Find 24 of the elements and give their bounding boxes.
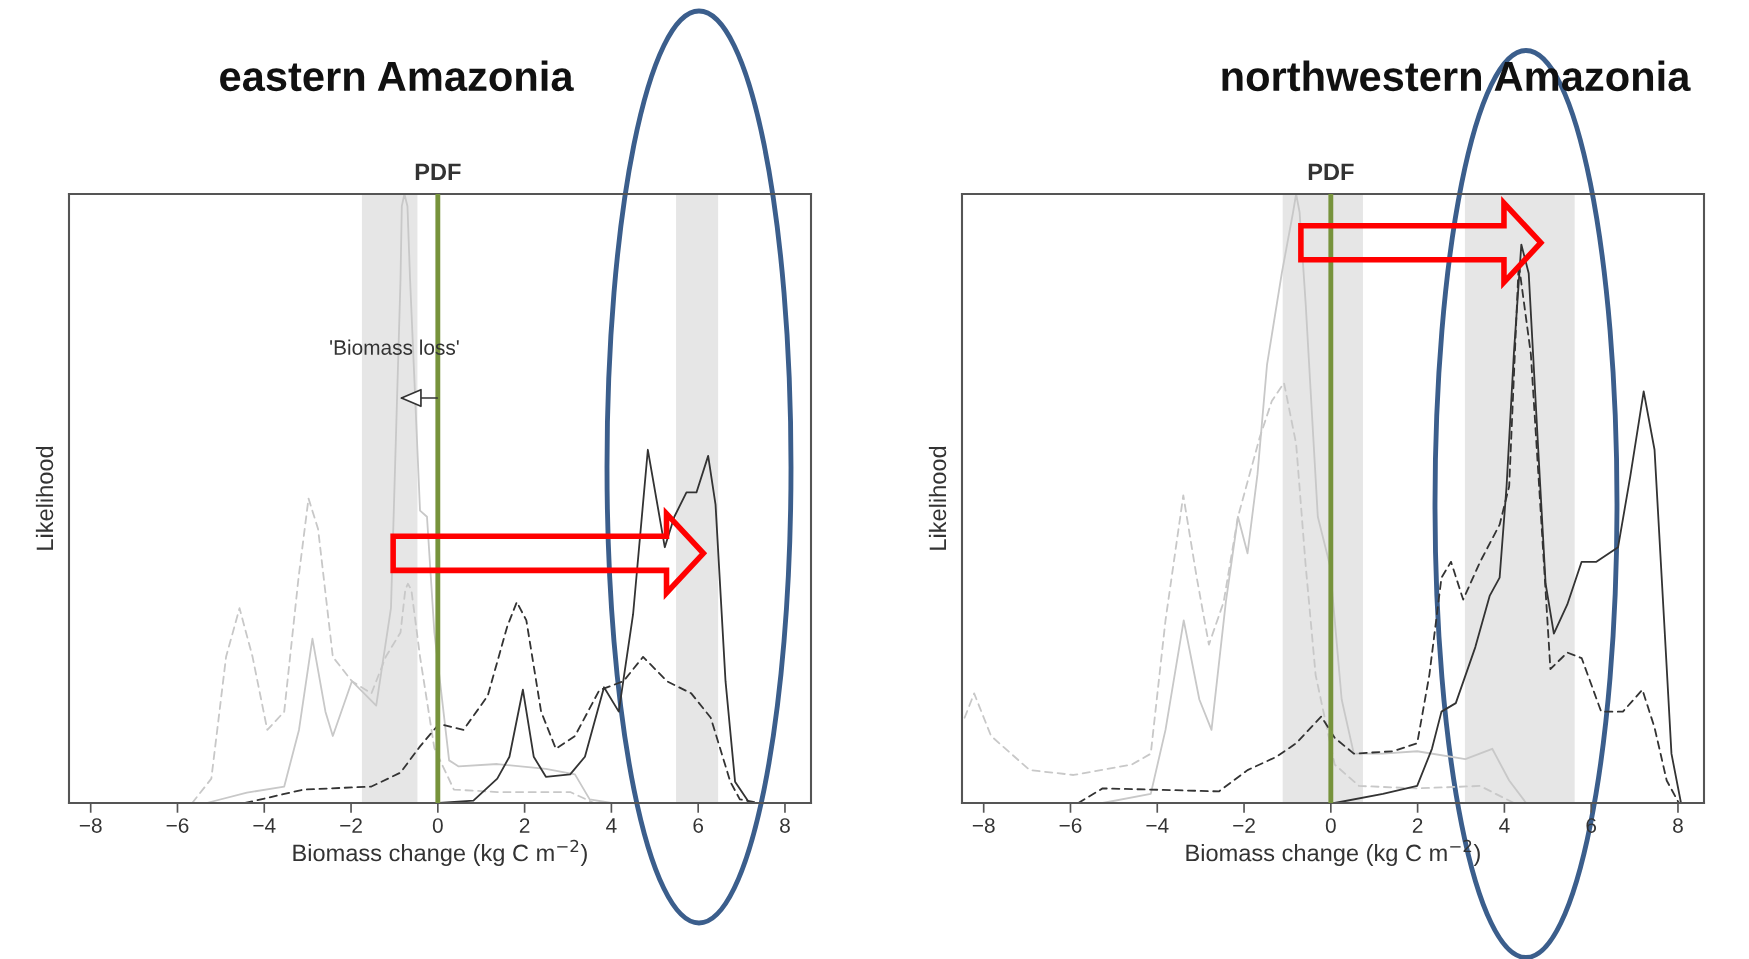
chart-subtitle: PDF: [415, 163, 461, 180]
x-tick-label: 4: [1499, 818, 1510, 833]
x-tick-label: −2: [340, 818, 362, 833]
y-axis-title: Likelihood: [928, 446, 947, 550]
x-tick-label: −6: [166, 818, 189, 833]
x-tick-label: −4: [1146, 818, 1169, 833]
x-axis-title: Biomass change (kg C m$^{−2}$): [293, 839, 587, 866]
x-tick-label: −8: [972, 818, 995, 833]
x-tick-label: −4: [253, 818, 276, 833]
x-tick-label: 6: [693, 818, 704, 833]
chart-subtitle: PDF: [1308, 163, 1354, 180]
x-tick-label: 4: [606, 818, 617, 833]
y-axis-title: Likelihood: [35, 446, 54, 550]
x-tick-label: 2: [519, 818, 530, 833]
x-tick-label: 0: [432, 818, 443, 833]
chart-title: eastern Amazonia: [220, 60, 574, 92]
x-tick-label: −6: [1059, 818, 1082, 833]
x-tick-label: 8: [780, 818, 790, 833]
x-tick-label: 6: [1586, 818, 1597, 833]
x-tick-label: 2: [1412, 818, 1423, 833]
x-tick-label: 8: [1673, 818, 1683, 833]
x-tick-label: 0: [1325, 818, 1336, 833]
x-tick-label: −2: [1233, 818, 1255, 833]
x-tick-label: −8: [79, 818, 102, 833]
